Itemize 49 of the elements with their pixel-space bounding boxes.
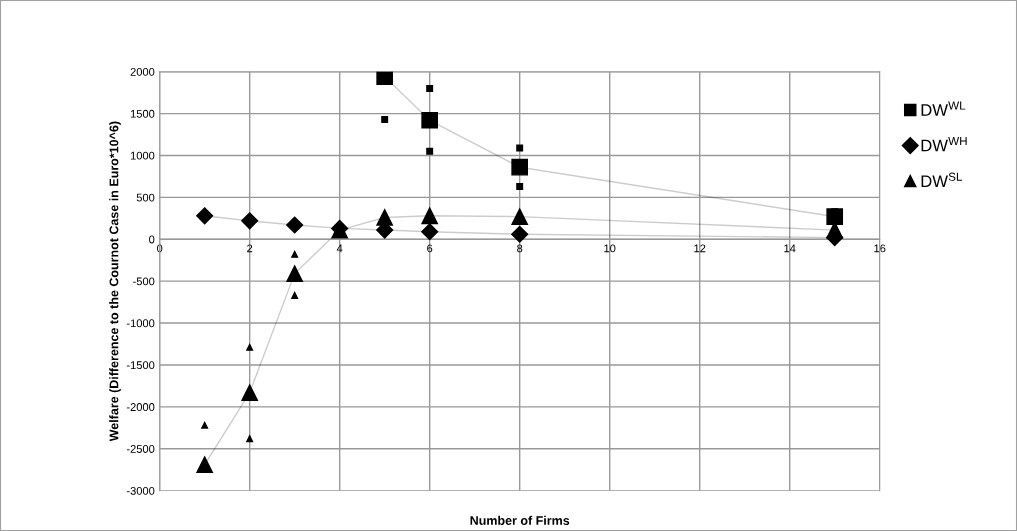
point (516, 183, 524, 190)
point (246, 435, 254, 443)
y-tick-label: 0 (149, 235, 155, 244)
y-axis-title: Welfare (Difference to the Cournot Case in Euro*10^6) (109, 121, 121, 442)
x-tick-label: 10 (604, 244, 616, 253)
x-tick-label: 14 (784, 244, 796, 253)
point (246, 343, 254, 351)
point (421, 207, 439, 225)
y-tick-label: -500 (133, 277, 155, 286)
x-axis-title: Number of Firms (470, 515, 570, 525)
point (196, 456, 214, 474)
x-tick-label: 6 (427, 244, 433, 253)
legend-label: DW$^{WL}$ (921, 101, 966, 116)
x-tick-label: 8 (517, 244, 523, 253)
point (376, 209, 394, 226)
y-tick-label: 1000 (130, 151, 155, 160)
point (426, 84, 434, 92)
point (291, 291, 299, 299)
point (201, 421, 209, 429)
point (421, 111, 439, 129)
point (241, 384, 259, 401)
point (421, 223, 439, 241)
y-tick-label: -3000 (126, 486, 155, 495)
x-tick-label: 12 (694, 244, 706, 253)
x-tick-label: 2 (247, 244, 253, 253)
y-tick-label: -2000 (126, 403, 155, 411)
point (286, 265, 304, 282)
point (291, 250, 299, 258)
point (516, 144, 524, 152)
x-tick-label: 16 (874, 244, 886, 253)
y-tick-label: -1000 (126, 319, 155, 328)
legend-label: DW$^{SL}$ (921, 172, 963, 187)
y-tick-label: -1500 (126, 361, 155, 370)
point (241, 212, 259, 230)
point (511, 225, 529, 243)
y-tick-label: 500 (136, 193, 155, 202)
point (376, 71, 394, 86)
point (511, 158, 529, 176)
y-tick-label: 1500 (130, 109, 155, 118)
x-tick-label: 4 (336, 244, 343, 253)
point (511, 208, 529, 225)
point (426, 147, 434, 155)
point (196, 207, 214, 225)
point (381, 115, 389, 123)
x-tick-label: 0 (157, 244, 163, 253)
y-tick-label: 2000 (130, 67, 155, 76)
point (286, 216, 304, 234)
legend-label: DW$^{WH}$ (921, 137, 967, 152)
y-tick-label: -2500 (126, 445, 155, 453)
